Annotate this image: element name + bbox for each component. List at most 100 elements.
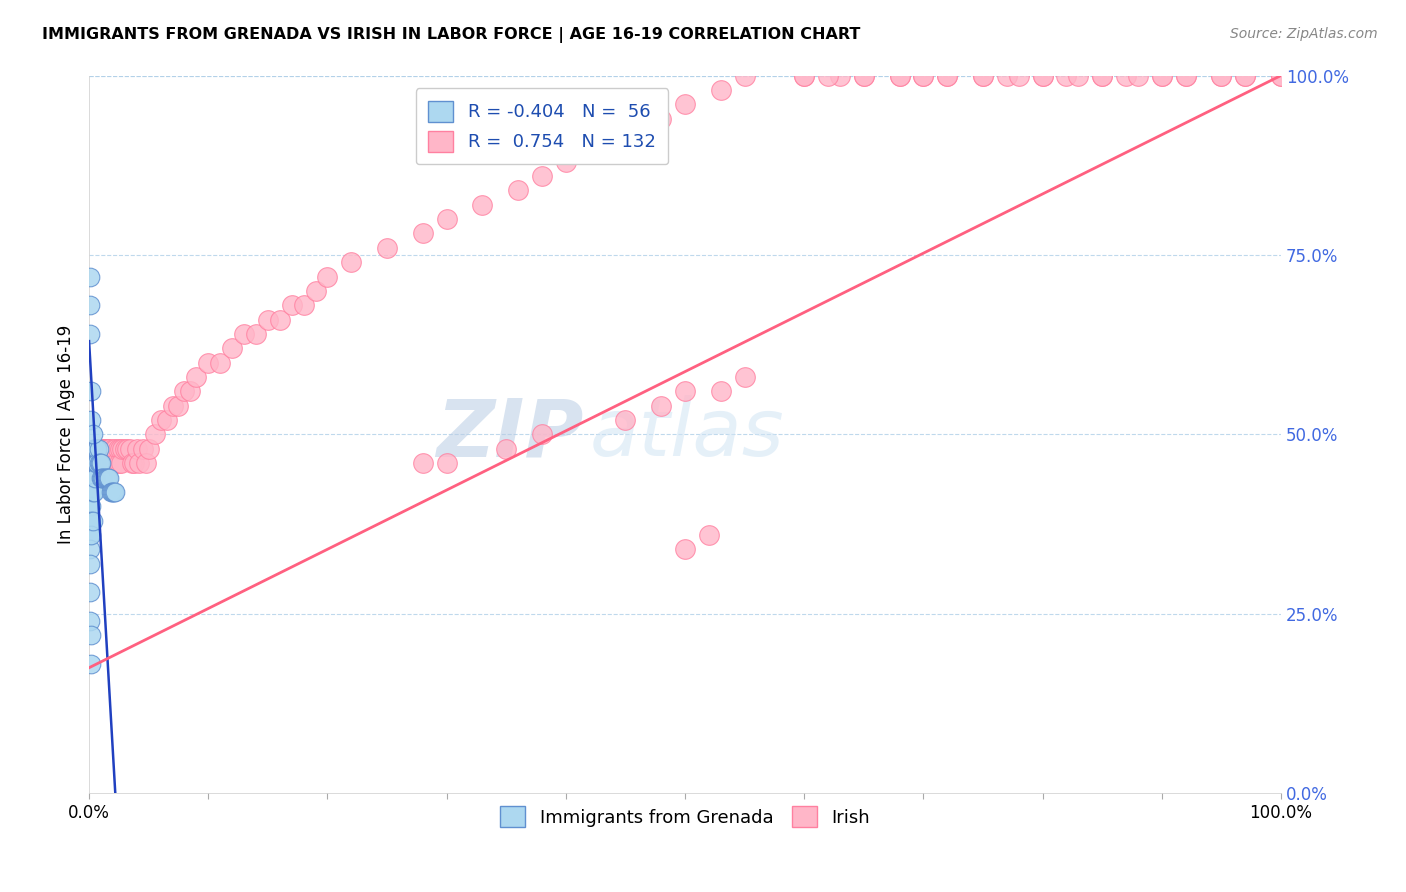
Point [84, 456, 107, 470]
Point [972, 69, 994, 83]
Point [80, 384, 103, 399]
Point [98, 442, 121, 456]
Point [889, 69, 911, 83]
Point [104, 484, 127, 499]
Point [82, 427, 104, 442]
Point [89, 456, 111, 470]
Point [79, 542, 101, 557]
Point [128, 456, 150, 470]
Point [1211, 69, 1233, 83]
Point [1150, 69, 1173, 83]
Point [1174, 69, 1197, 83]
Point [103, 456, 125, 470]
Point [936, 69, 959, 83]
Point [734, 370, 756, 384]
Point [87, 456, 110, 470]
Point [82, 442, 104, 456]
Point [82, 456, 104, 470]
Point [94, 442, 117, 456]
Point [245, 326, 267, 341]
Point [110, 456, 132, 470]
Point [79, 557, 101, 571]
Point [79, 326, 101, 341]
Point [793, 69, 815, 83]
Point [1126, 69, 1149, 83]
Point [97, 470, 120, 484]
Point [87, 456, 110, 470]
Point [292, 298, 315, 312]
Point [1008, 69, 1031, 83]
Point [471, 198, 494, 212]
Point [412, 227, 434, 241]
Point [412, 456, 434, 470]
Point [197, 356, 219, 370]
Point [1234, 69, 1257, 83]
Point [149, 413, 172, 427]
Point [101, 442, 124, 456]
Point [83, 470, 105, 484]
Point [104, 442, 127, 456]
Point [101, 484, 124, 499]
Y-axis label: In Labor Force | Age 16-19: In Labor Force | Age 16-19 [58, 325, 75, 544]
Point [936, 69, 959, 83]
Point [1270, 69, 1292, 83]
Point [257, 312, 280, 326]
Point [100, 484, 122, 499]
Point [121, 456, 143, 470]
Point [614, 413, 637, 427]
Point [79, 269, 101, 284]
Point [115, 442, 138, 456]
Point [79, 528, 101, 542]
Point [79, 585, 101, 599]
Point [90, 456, 112, 470]
Point [80, 500, 103, 514]
Point [91, 442, 114, 456]
Point [80, 413, 103, 427]
Text: IMMIGRANTS FROM GRENADA VS IRISH IN LABOR FORCE | AGE 16-19 CORRELATION CHART: IMMIGRANTS FROM GRENADA VS IRISH IN LABO… [42, 27, 860, 43]
Point [80, 470, 103, 484]
Point [316, 269, 339, 284]
Point [100, 484, 122, 499]
Point [87, 442, 110, 456]
Point [86, 456, 108, 470]
Point [650, 399, 672, 413]
Point [650, 112, 672, 126]
Point [91, 470, 114, 484]
Point [530, 427, 553, 442]
Point [94, 456, 117, 470]
Point [100, 456, 122, 470]
Point [97, 442, 120, 456]
Point [614, 126, 637, 140]
Point [96, 470, 118, 484]
Point [1032, 69, 1054, 83]
Point [80, 657, 103, 672]
Point [304, 284, 326, 298]
Point [101, 456, 124, 470]
Point [93, 456, 115, 470]
Point [1211, 69, 1233, 83]
Point [79, 514, 101, 528]
Point [554, 154, 576, 169]
Point [233, 326, 256, 341]
Point [86, 442, 108, 456]
Text: Source: ZipAtlas.com: Source: ZipAtlas.com [1230, 27, 1378, 41]
Point [135, 456, 157, 470]
Point [995, 69, 1018, 83]
Point [83, 456, 105, 470]
Point [84, 456, 107, 470]
Point [125, 442, 148, 456]
Point [82, 514, 104, 528]
Point [280, 298, 302, 312]
Point [167, 399, 190, 413]
Point [79, 470, 101, 484]
Point [89, 456, 111, 470]
Point [83, 484, 105, 499]
Text: atlas: atlas [589, 395, 785, 474]
Point [84, 470, 107, 484]
Point [79, 298, 101, 312]
Point [111, 442, 134, 456]
Point [80, 628, 103, 642]
Point [436, 212, 458, 227]
Point [108, 456, 131, 470]
Point [82, 470, 104, 484]
